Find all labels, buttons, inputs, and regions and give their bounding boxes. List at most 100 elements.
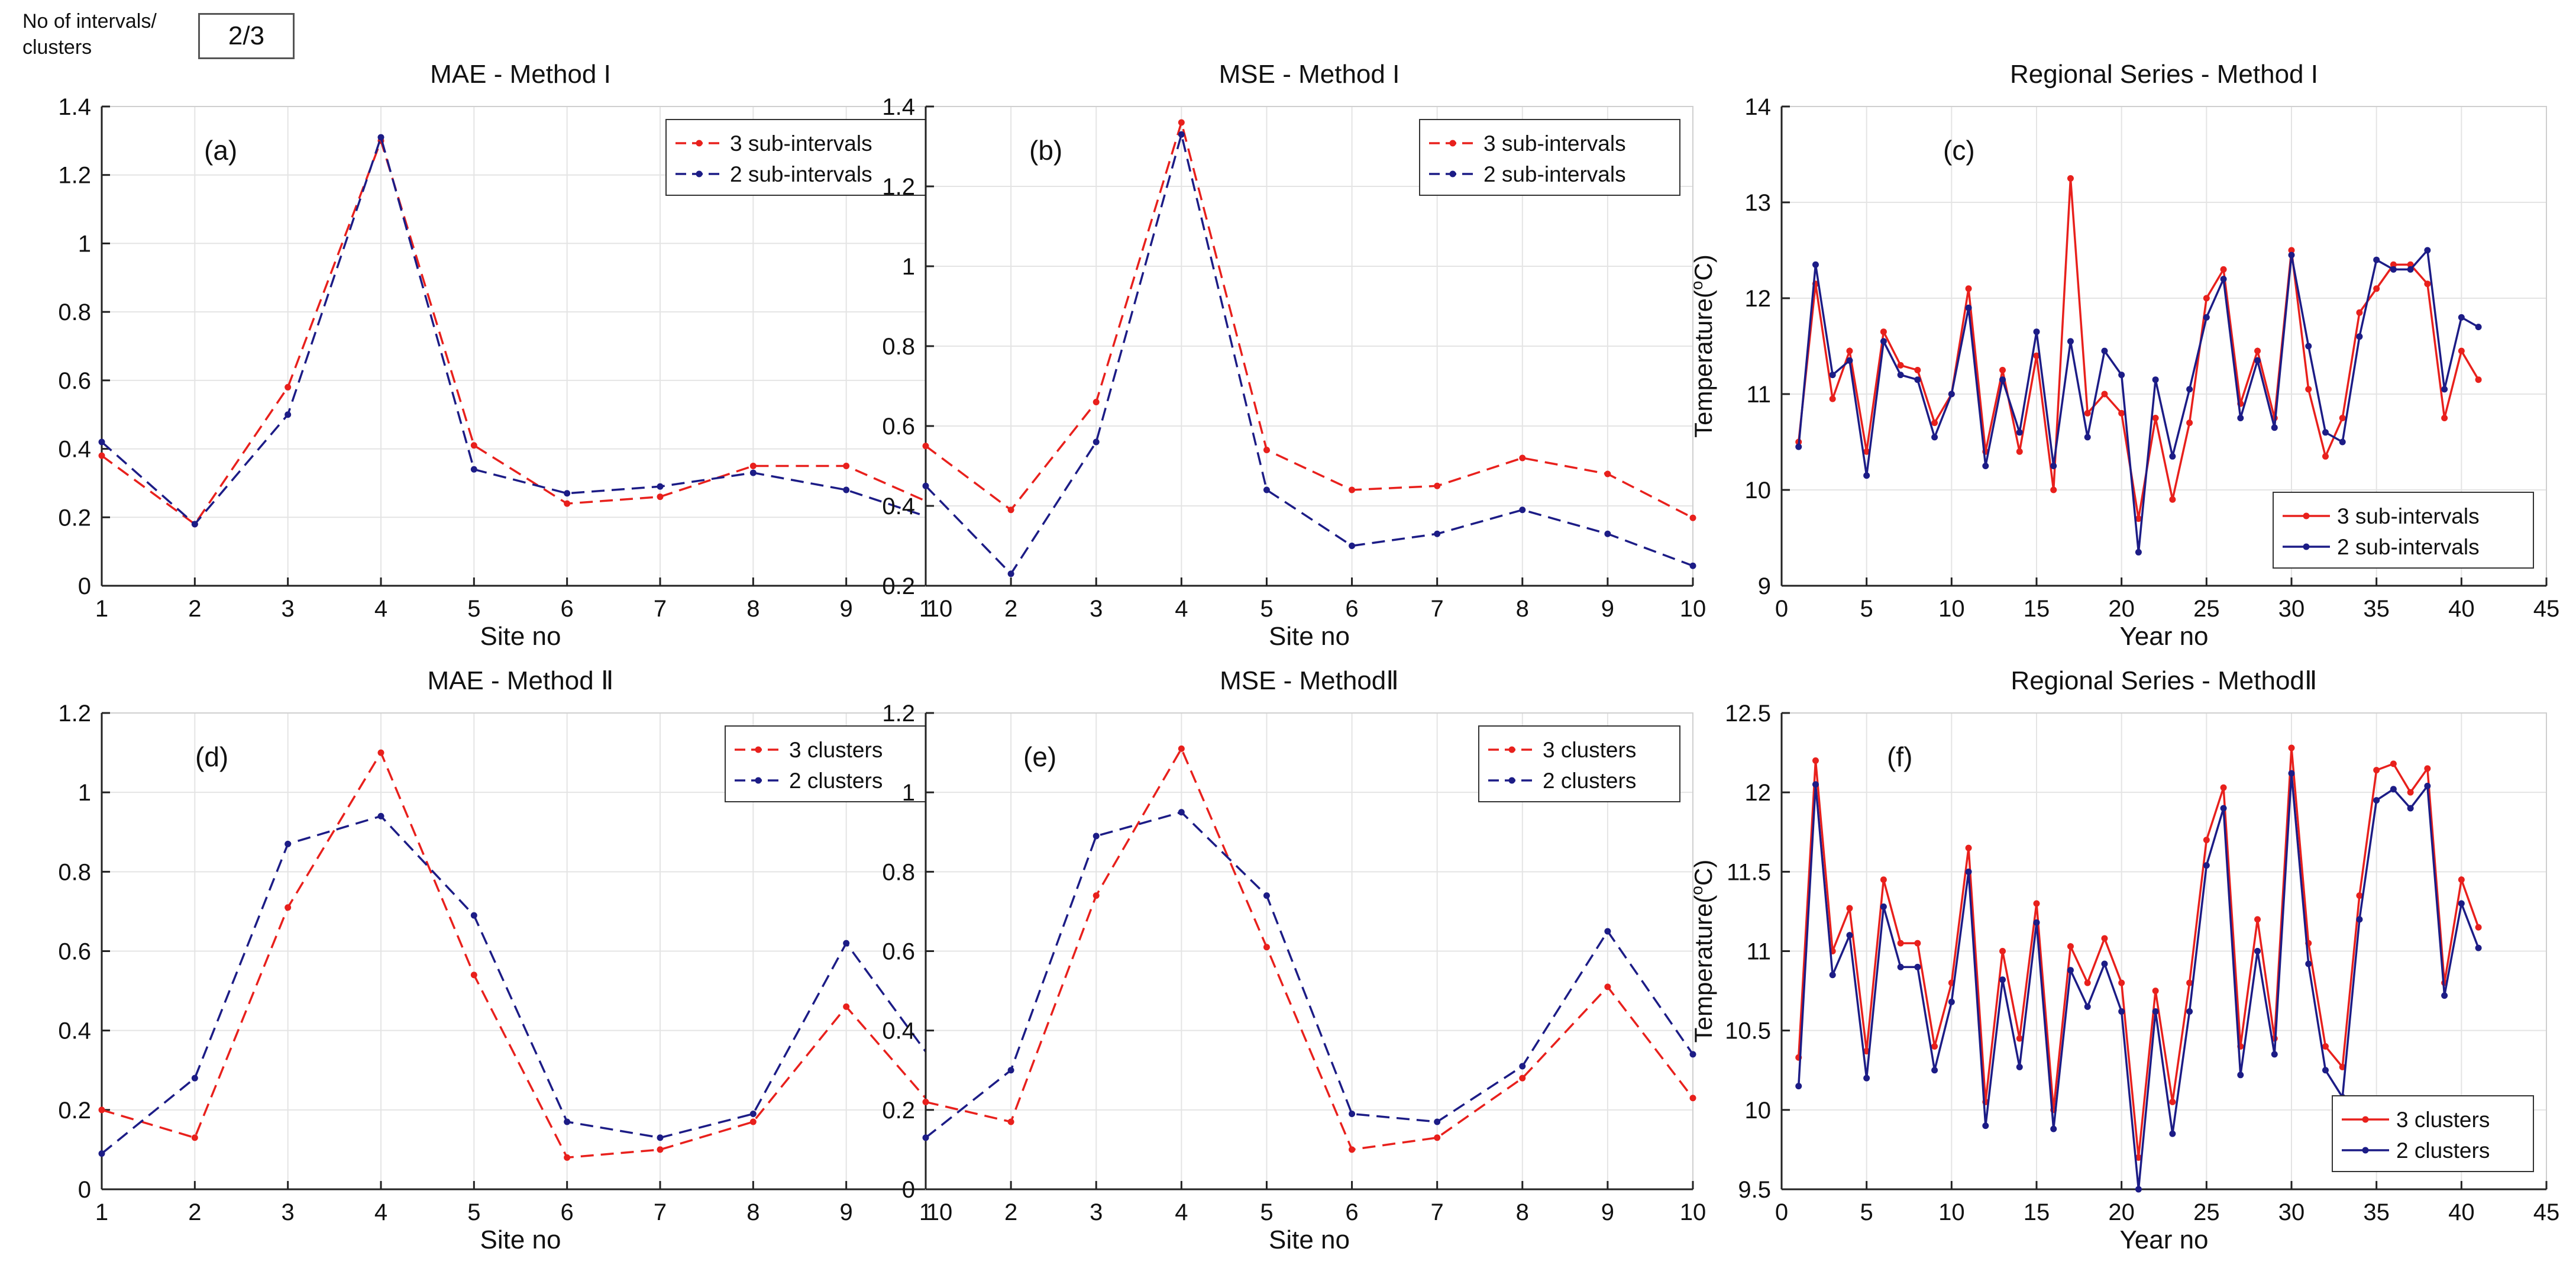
series-line-red: [101, 137, 940, 526]
data-point-blue: [2339, 438, 2346, 446]
data-point-red: [1263, 447, 1270, 453]
legend-item-label: 2 sub-intervals: [2337, 535, 2480, 559]
data-point-red: [1829, 395, 1836, 402]
data-point-red: [191, 1134, 198, 1141]
x-tick-label: 9: [1601, 1199, 1614, 1225]
series-line-red: [925, 118, 1693, 519]
y-tick-label: 0.6: [58, 939, 91, 965]
x-tick-label: 5: [1860, 596, 1873, 622]
data-point-blue: [1965, 304, 1972, 311]
data-point-blue: [2067, 967, 2074, 974]
x-tick-label: 3: [1090, 596, 1103, 622]
y-tick-label: 9.5: [1738, 1177, 1771, 1203]
data-point-blue: [1689, 1051, 1696, 1058]
x-tick-label: 2: [1004, 1199, 1017, 1225]
y-tick-label: 11: [1746, 939, 1771, 965]
data-point-blue: [2050, 1125, 2057, 1132]
legend-box: [2273, 492, 2534, 569]
x-tick-label: 6: [561, 596, 574, 622]
data-point-red: [1812, 757, 1819, 764]
panel-label: (a): [204, 135, 237, 166]
data-point-red: [1846, 905, 1853, 912]
data-point-blue: [1914, 963, 1921, 970]
data-point-red: [2169, 1098, 2176, 1105]
legend: 3 clusters 2 clusters: [2332, 1095, 2534, 1172]
x-tick-label: 25: [2193, 596, 2220, 622]
data-point-blue: [1999, 976, 2006, 983]
data-point-blue: [2016, 1063, 2023, 1070]
legend-marker-red: [2362, 1116, 2369, 1123]
y-tick-label: 0.4: [882, 493, 915, 520]
series-line-blue: [925, 130, 1693, 576]
y-axis-label-main: Temperature(: [1689, 290, 1717, 438]
data-point-red: [470, 972, 477, 979]
y-axis-label-tail: C): [1689, 860, 1717, 886]
x-tick-label: 5: [1260, 1199, 1273, 1225]
data-point-red: [2118, 979, 2125, 986]
data-point-blue: [2441, 386, 2448, 393]
y-tick-label: 0.2: [882, 1098, 915, 1124]
x-tick-label: 10: [1680, 1199, 1706, 1225]
data-point-red: [2407, 789, 2414, 796]
x-tick-label: 0: [1775, 596, 1788, 622]
x-tick-label: 7: [1431, 1199, 1444, 1225]
x-tick-label: 20: [2108, 1199, 2135, 1225]
data-point-blue: [191, 1075, 198, 1082]
x-tick-label: 9: [840, 1199, 853, 1225]
interval-count-box[interactable]: 2/3: [198, 13, 295, 59]
data-point-red: [1931, 1043, 1938, 1050]
data-point-red: [1519, 1075, 1526, 1082]
data-point-red: [1999, 948, 2006, 954]
legend-item-label: 2 clusters: [2396, 1138, 2490, 1163]
data-point-blue: [1914, 376, 1921, 383]
data-point-red: [2067, 175, 2074, 182]
data-point-red: [2288, 744, 2295, 751]
x-axis-label: Site no: [480, 622, 561, 651]
data-point-blue: [2050, 463, 2057, 469]
data-point-red: [2339, 1063, 2346, 1070]
data-point-red: [2373, 285, 2380, 292]
interval-count-label: No of intervals/ clusters: [22, 10, 157, 59]
legend-item-label: 2 sub-intervals: [730, 162, 872, 186]
x-tick-label: 10: [926, 596, 953, 622]
y-tick-label: 1.2: [58, 701, 91, 727]
y-tick-label: 0: [78, 1177, 91, 1203]
x-tick-label: 7: [1431, 596, 1444, 622]
data-point-red: [657, 1146, 664, 1153]
data-point-blue: [2220, 276, 2227, 283]
data-point-blue: [2118, 1008, 2125, 1015]
data-point-red: [98, 1106, 105, 1114]
data-point-red: [1689, 514, 1696, 521]
data-point-red: [2050, 486, 2057, 493]
legend: 3 clusters 2 clusters: [1478, 725, 1680, 802]
legend: 3 sub-intervals 2 sub-intervals: [2273, 492, 2534, 569]
data-point-red: [2135, 1154, 2142, 1161]
data-point-blue: [2084, 1003, 2091, 1010]
data-point-blue: [1863, 472, 1870, 479]
data-point-blue: [2186, 386, 2193, 393]
data-point-red: [2322, 1043, 2329, 1050]
data-point-red: [2424, 765, 2431, 772]
data-point-red: [1999, 367, 2006, 373]
panel-label: (d): [195, 741, 228, 772]
x-tick-label: 30: [2278, 1199, 2305, 1225]
data-point-red: [285, 383, 292, 391]
data-point-red: [1349, 1146, 1356, 1153]
data-point-red: [2356, 309, 2363, 316]
legend-marker-red: [755, 746, 762, 753]
y-axis-label-sup: o: [1688, 886, 1706, 895]
y-tick-label: 0.8: [882, 859, 915, 885]
data-point-blue: [1812, 261, 1819, 268]
y-tick-label: 1: [78, 780, 91, 806]
data-point-red: [2339, 415, 2346, 421]
data-point-red: [564, 500, 571, 507]
x-tick-label: 2: [188, 596, 201, 622]
chart-title: MSE - MethodⅡ: [1220, 666, 1399, 695]
data-point-blue: [2084, 434, 2091, 441]
y-axis-label: Temperature(oC): [1688, 254, 1717, 438]
y-tick-label: 10: [1745, 1098, 1772, 1124]
data-point-red: [1846, 347, 1853, 354]
chart-c: 0 5 10 15 20 25 30 35 40 45 9 10 11 12 13 14 Regional Se…: [1688, 60, 2559, 651]
x-tick-label: 9: [840, 596, 853, 622]
